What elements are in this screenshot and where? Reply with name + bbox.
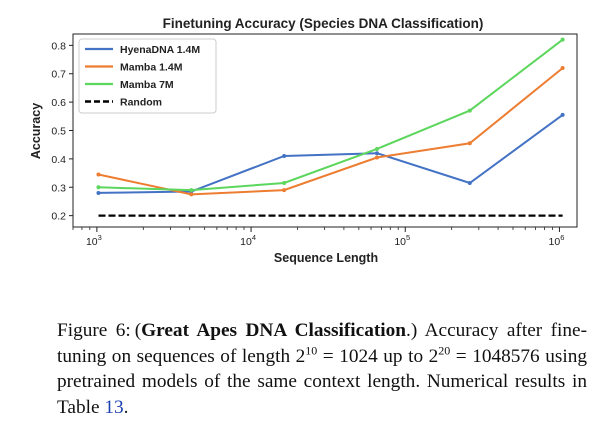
x-axis-label: Sequence Length [274, 251, 378, 265]
y-tick-label: 0.7 [51, 69, 66, 81]
series-point-mamba-1-4m [96, 172, 101, 177]
series-point-hyenadna-1-4m [282, 154, 287, 159]
series-point-mamba-1-4m [282, 188, 287, 193]
legend-label: Mamba 1.4M [120, 62, 183, 74]
x-axis: 103 104 105 106 [72, 227, 565, 248]
series-point-mamba-7m [374, 146, 379, 151]
legend: HyenaDNA 1.4M Mamba 1.4M Mamba 7M Random [78, 38, 217, 114]
x-tick-label: 106 [549, 233, 565, 248]
legend-label: Mamba 7M [120, 79, 174, 91]
series-point-mamba-7m [189, 188, 194, 193]
series-point-mamba-1-4m [467, 141, 472, 146]
caption-text-a: Accuracy after fine-tuning on sequences … [57, 320, 587, 367]
y-axis: 0.2 0.3 0.4 0.5 0.6 0.7 0.8 [51, 40, 73, 223]
y-tick-label: 0.2 [51, 211, 66, 223]
y-tick-label: 0.4 [51, 154, 66, 166]
caption-text-d: . [123, 396, 129, 418]
series-point-mamba-1-4m [374, 155, 379, 160]
y-tick-label: 0.3 [51, 182, 66, 194]
series-point-hyenadna-1-4m [96, 190, 101, 195]
series-point-mamba-7m [96, 185, 101, 190]
series-line-mamba-1-4m [98, 67, 564, 196]
caption-exponent-a: 10 [305, 343, 318, 358]
series-point-mamba-7m [560, 37, 565, 42]
figure-caption: Figure 6: (Great Apes DNA Classification.… [57, 320, 587, 418]
caption-bold-title: Great Apes DNA Classification [141, 320, 406, 341]
y-tick-label: 0.6 [51, 97, 66, 109]
series-line-mamba-7m [98, 38, 564, 192]
series-point-mamba-1-4m [189, 192, 194, 197]
caption-text-b: = 1024 up to 2 [317, 345, 439, 367]
series-layer [96, 37, 565, 217]
table-reference-link[interactable]: 13 [104, 396, 124, 418]
legend-box [78, 38, 217, 114]
x-tick-label: 103 [86, 233, 102, 248]
y-tick-label: 0.8 [51, 40, 66, 52]
series-point-hyenadna-1-4m [374, 151, 379, 156]
caption-label: Figure 6: [57, 320, 131, 341]
legend-label: HyenaDNA 1.4M [120, 44, 200, 56]
series-point-mamba-7m [282, 181, 287, 186]
chart-title: Finetuning Accuracy (Species DNA Classif… [163, 16, 484, 31]
caption-text-c: = 1048576 using pretrained models of the… [57, 345, 587, 418]
series-point-mamba-7m [467, 108, 472, 113]
legend-label: Random [120, 97, 162, 109]
x-tick-label: 105 [394, 233, 410, 248]
caption-exponent-b: 20 [438, 343, 451, 358]
accuracy-chart: Finetuning Accuracy (Species DNA Classif… [29, 16, 578, 265]
series-point-mamba-1-4m [560, 66, 565, 71]
x-tick-label: 104 [240, 233, 256, 248]
series-point-hyenadna-1-4m [467, 181, 472, 186]
y-tick-label: 0.5 [51, 126, 66, 138]
series-line-hyenadna-1-4m [98, 114, 564, 194]
series-point-hyenadna-1-4m [560, 112, 565, 117]
y-axis-label: Accuracy [29, 103, 43, 159]
